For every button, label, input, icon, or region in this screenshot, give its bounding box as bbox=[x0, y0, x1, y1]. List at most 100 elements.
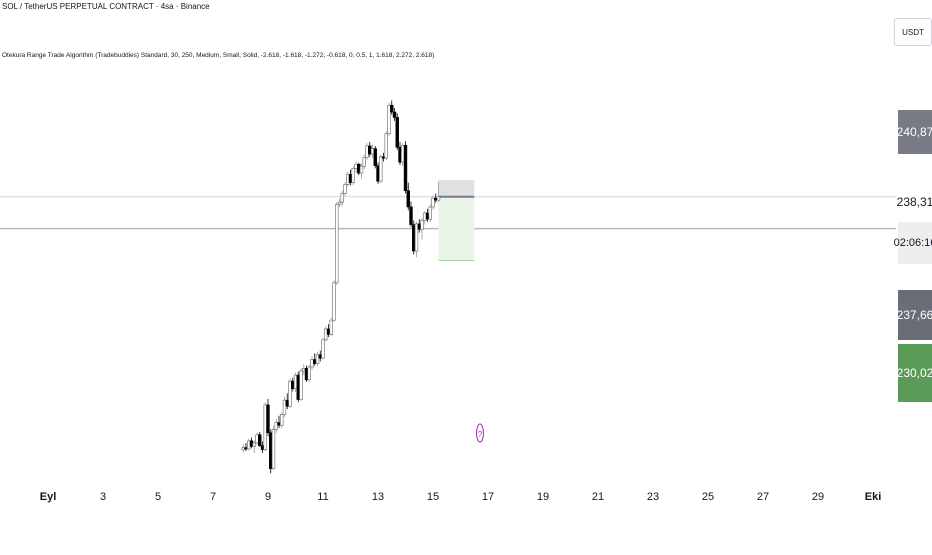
candle-body bbox=[285, 399, 289, 407]
candle bbox=[436, 181, 441, 203]
candle bbox=[252, 440, 256, 454]
candle bbox=[376, 162, 380, 184]
x-tick-label: 19 bbox=[537, 491, 549, 503]
candle-body bbox=[282, 399, 287, 415]
candles bbox=[241, 100, 441, 474]
candle bbox=[288, 378, 292, 408]
candle-body bbox=[354, 163, 358, 169]
zone-upper-box bbox=[438, 179, 475, 197]
candle-body bbox=[307, 366, 311, 381]
candle bbox=[337, 198, 342, 207]
x-tick-label: 25 bbox=[702, 491, 714, 503]
candle-body bbox=[244, 447, 248, 450]
event-marker-group: ? bbox=[476, 423, 484, 443]
candle-body bbox=[296, 374, 300, 400]
candle-body bbox=[370, 148, 375, 155]
candle-body bbox=[263, 404, 267, 450]
symbol-title[interactable]: SOL / TetherUS PERPETUAL CONTRACT · 4sa … bbox=[2, 2, 210, 11]
candle bbox=[406, 182, 410, 211]
candle bbox=[258, 432, 262, 447]
candle-body bbox=[321, 339, 325, 359]
candle bbox=[368, 141, 372, 157]
candle-body bbox=[423, 212, 427, 221]
candle bbox=[434, 193, 438, 203]
candle bbox=[244, 442, 248, 452]
price-tag-target: 230,02 bbox=[897, 344, 932, 402]
x-tick-label: 21 bbox=[592, 491, 604, 503]
event-marker-icon[interactable] bbox=[476, 423, 484, 443]
candle bbox=[343, 181, 347, 197]
x-tick-label: 13 bbox=[372, 491, 384, 503]
candle bbox=[315, 352, 320, 367]
x-tick-label: Eki bbox=[865, 491, 882, 503]
candle bbox=[321, 337, 325, 360]
candle-body bbox=[381, 156, 386, 159]
time-axis: Eyl 3 5 7 9 11 13 15 17 19 21 23 25 27 29 Eki bbox=[40, 491, 882, 503]
zone-lower-box bbox=[438, 196, 475, 261]
candle bbox=[417, 219, 421, 233]
candle bbox=[247, 438, 251, 451]
candle bbox=[241, 444, 245, 453]
event-marker-label: ? bbox=[478, 430, 483, 439]
candle-body bbox=[326, 328, 331, 335]
x-tick-label: 3 bbox=[100, 491, 106, 503]
candle bbox=[348, 169, 353, 186]
candle bbox=[425, 208, 430, 222]
candle-body bbox=[431, 197, 435, 208]
candle-body bbox=[428, 206, 432, 220]
candle-body bbox=[406, 190, 410, 208]
candle-body bbox=[269, 432, 273, 469]
price-tag-high: 240,87 bbox=[897, 110, 932, 154]
price-tag-current: 238,31 bbox=[897, 180, 932, 224]
candle bbox=[277, 415, 281, 428]
candle bbox=[310, 356, 314, 370]
candle-body bbox=[362, 157, 366, 167]
candle bbox=[387, 102, 391, 137]
candle bbox=[318, 350, 322, 362]
candle bbox=[379, 154, 383, 184]
candle-body bbox=[368, 145, 372, 155]
x-tick-label: 23 bbox=[647, 491, 659, 503]
candle bbox=[395, 113, 399, 150]
candle bbox=[282, 396, 287, 418]
candle bbox=[324, 326, 328, 342]
candle-body bbox=[274, 422, 278, 430]
candle-body bbox=[379, 156, 383, 182]
candle bbox=[357, 162, 361, 176]
candle-body bbox=[288, 380, 292, 407]
candle bbox=[428, 204, 432, 222]
candle bbox=[431, 195, 435, 210]
currency-selector[interactable]: USDT bbox=[894, 18, 932, 46]
candle bbox=[271, 425, 276, 470]
x-tick-label: 7 bbox=[210, 491, 216, 503]
candle bbox=[398, 141, 402, 165]
candle bbox=[412, 220, 416, 255]
candle-body bbox=[255, 434, 259, 444]
candle-body bbox=[247, 440, 251, 450]
candle-body bbox=[310, 359, 314, 368]
candle bbox=[384, 131, 388, 161]
candle-body bbox=[324, 328, 328, 341]
candle-body bbox=[346, 174, 350, 185]
candle bbox=[423, 211, 427, 225]
candle bbox=[313, 353, 317, 366]
candle-body bbox=[293, 374, 298, 389]
candle-body bbox=[277, 422, 281, 426]
candle-body bbox=[343, 184, 347, 194]
candle-body bbox=[318, 354, 322, 359]
candle bbox=[260, 441, 265, 454]
x-tick-label: Eyl bbox=[40, 491, 57, 503]
x-tick-label: 29 bbox=[812, 491, 824, 503]
candle bbox=[351, 166, 355, 186]
indicator-legend[interactable]: Otekura Range Trade Algorithm (Tradebudd… bbox=[2, 52, 435, 59]
candle-body bbox=[351, 168, 355, 183]
candle-body bbox=[329, 319, 333, 335]
candle bbox=[274, 419, 278, 433]
candle-body bbox=[392, 111, 397, 118]
candle bbox=[370, 144, 375, 159]
candle bbox=[409, 201, 413, 228]
x-tick-label: 27 bbox=[757, 491, 769, 503]
candle bbox=[362, 154, 366, 169]
